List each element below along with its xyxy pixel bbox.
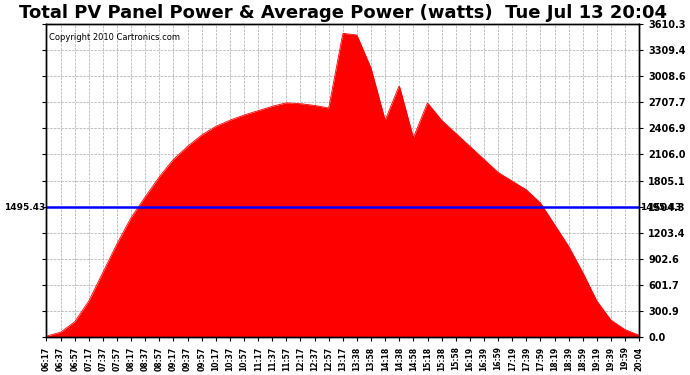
Title: Total PV Panel Power & Average Power (watts)  Tue Jul 13 20:04: Total PV Panel Power & Average Power (wa… [19,4,667,22]
Text: Copyright 2010 Cartronics.com: Copyright 2010 Cartronics.com [50,33,181,42]
Text: 1495.43: 1495.43 [640,203,682,212]
Text: 1495.43: 1495.43 [4,203,46,212]
